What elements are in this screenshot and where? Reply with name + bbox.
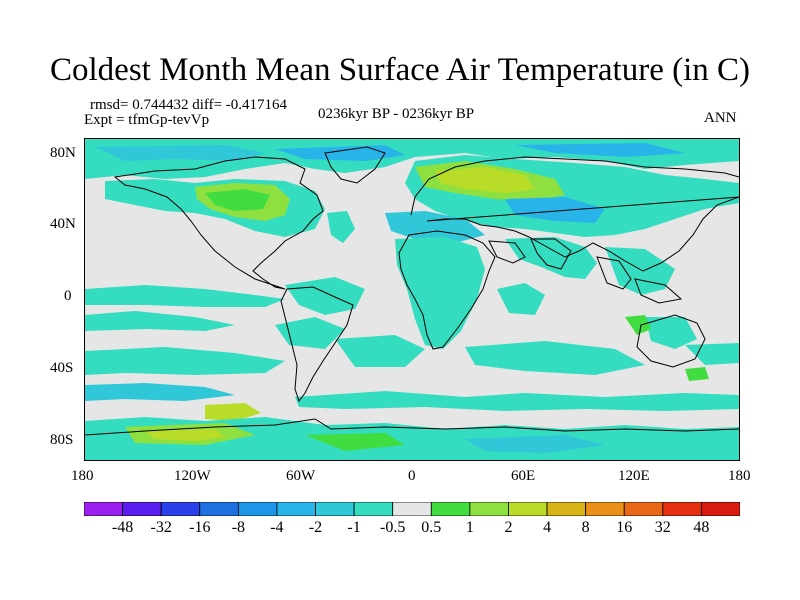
lat-tick-40n: 40N	[50, 216, 76, 232]
colorbar-box	[353, 502, 394, 516]
colorbar-label: -4	[270, 519, 284, 536]
colorbar	[84, 502, 740, 516]
coastline-se-asia	[596, 256, 683, 304]
coastline-north-america	[113, 156, 324, 290]
colorbar-label: 0.5	[421, 519, 442, 536]
lon-tick-120e: 120E	[618, 468, 650, 484]
coastline-arabia-india	[488, 238, 572, 270]
colorbar-label: -1	[347, 519, 361, 536]
colorbar-label: 4	[543, 519, 552, 536]
colorbar-box	[585, 502, 625, 516]
colorbar-box	[623, 502, 664, 516]
coastline-south-america	[280, 286, 354, 403]
colorbar-box	[315, 502, 355, 516]
coastline-eurasia	[410, 156, 739, 272]
map-canvas	[85, 139, 739, 460]
colorbar-box	[430, 502, 471, 516]
north-america-anomaly	[105, 179, 355, 243]
colorbar-box	[508, 502, 548, 516]
coastline-greenland	[324, 146, 386, 184]
colorbar-label: -8	[231, 519, 246, 536]
colorbar-label: -32	[150, 519, 172, 536]
colorbar-box	[160, 502, 201, 516]
lon-tick-0: 0	[408, 468, 416, 484]
lon-tick-180w: 180	[71, 468, 94, 484]
coastline-australia	[636, 314, 706, 368]
season-text: ANN	[704, 110, 737, 126]
colorbar-box	[84, 502, 123, 516]
colorbar-box	[237, 502, 278, 516]
coastline-antarctica	[85, 418, 739, 436]
stats-text: rmsd= 0.744432 diff= -0.417164	[90, 97, 288, 113]
antarctic-anomaly	[85, 417, 739, 460]
lat-tick-0: 0	[64, 288, 72, 304]
southern-ocean-anomaly	[85, 335, 739, 421]
colorbar-box	[199, 502, 239, 516]
lat-tick-80s: 80S	[50, 432, 74, 448]
colorbar-box	[276, 502, 316, 516]
colorbar-box	[469, 502, 509, 516]
lon-tick-60w: 60W	[286, 468, 316, 484]
colorbar-box	[662, 502, 702, 516]
colorbar-label: -16	[189, 519, 211, 536]
map-panel	[84, 138, 740, 461]
colorbar-svg	[84, 502, 740, 516]
colorbar-label: 16	[616, 519, 633, 536]
colorbar-label: 48	[693, 519, 710, 536]
lon-tick-60e: 60E	[511, 468, 536, 484]
colorbar-box	[701, 502, 740, 516]
lon-tick-180e: 180	[728, 468, 751, 484]
coastlines	[85, 146, 739, 436]
lat-tick-40s: 40S	[50, 360, 74, 376]
colorbar-label: -48	[111, 519, 134, 536]
lat-tick-80n: 80N	[50, 145, 76, 161]
colorbar-label: 2	[504, 519, 513, 536]
colorbar-box	[392, 502, 432, 516]
map-title: Coldest Month Mean Surface Air Temperatu…	[50, 52, 750, 88]
colorbar-box	[546, 502, 587, 516]
period-text: 0236kyr BP - 0236kyr BP	[318, 106, 475, 122]
equatorial-anomaly	[85, 277, 545, 349]
colorbar-label: 1	[465, 519, 474, 536]
colorbar-label: 32	[654, 519, 671, 536]
experiment-text: Expt = tfmGp-tevVp	[84, 112, 210, 128]
colorbar-label: -0.5	[380, 519, 406, 536]
coastline-africa	[398, 230, 496, 350]
colorbar-label: 8	[581, 519, 590, 536]
lon-tick-120w: 120W	[174, 468, 211, 484]
colorbar-label: -2	[308, 519, 323, 536]
colorbar-box	[122, 502, 162, 516]
